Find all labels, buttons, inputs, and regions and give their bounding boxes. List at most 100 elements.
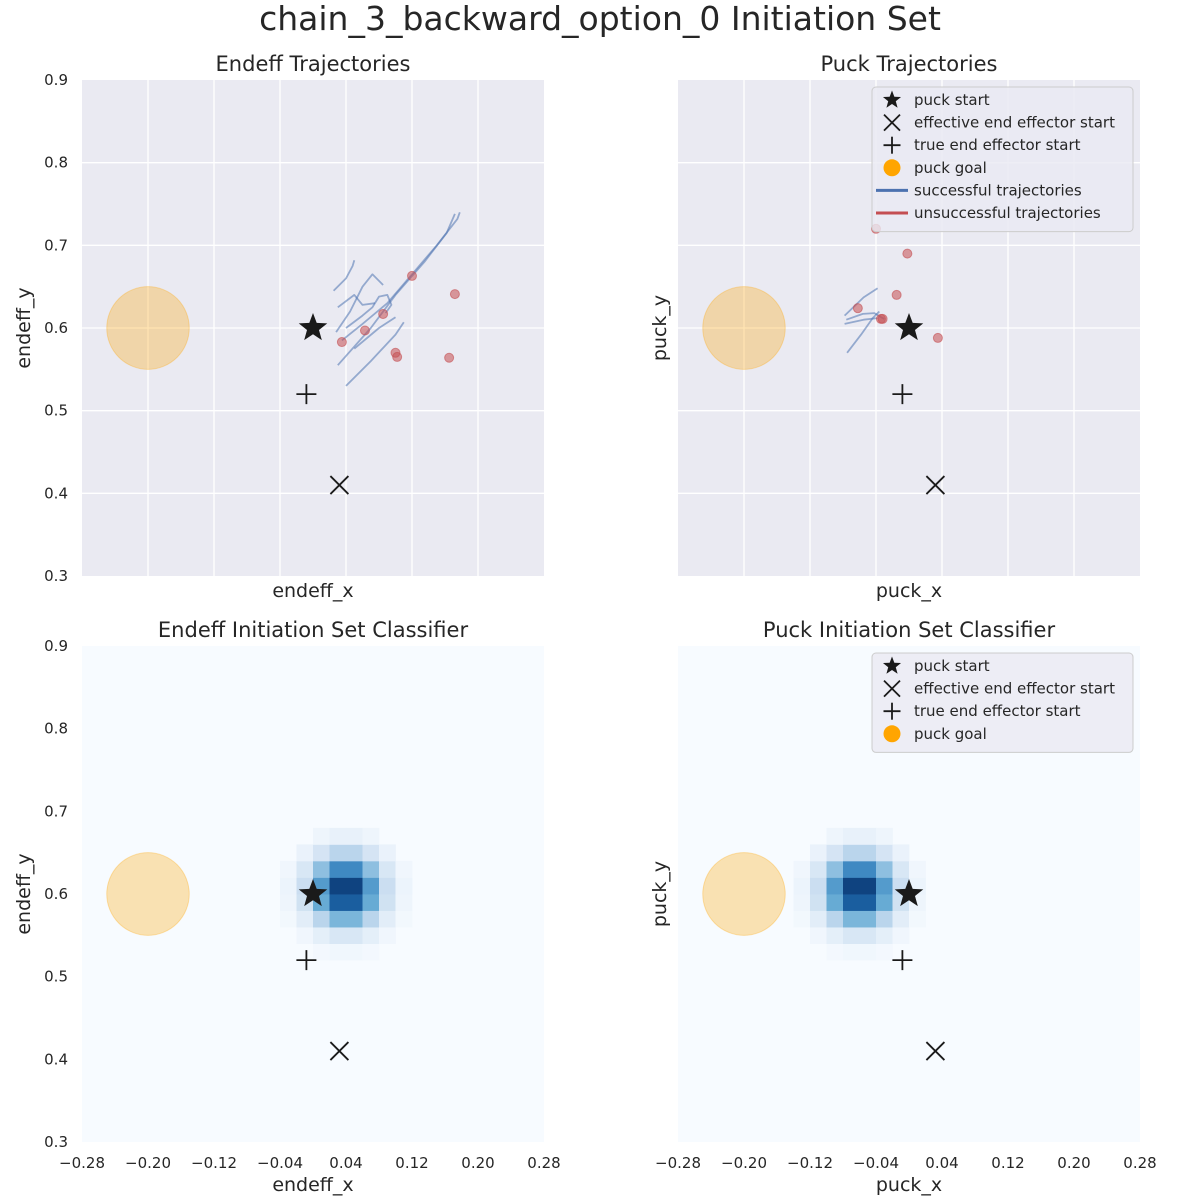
heatmap-cell	[876, 910, 893, 928]
legend-label: successful trajectories	[914, 181, 1082, 199]
heatmap-cell	[843, 844, 860, 862]
heatmap-cell	[280, 877, 297, 895]
heatmap-cell	[859, 910, 877, 928]
x-tick-label: −0.04	[257, 1154, 303, 1172]
x-tick-label: −0.28	[655, 1154, 701, 1172]
heatmap-cell	[379, 877, 396, 895]
heatmap-cell	[379, 894, 396, 911]
heatmap-cell	[362, 927, 380, 944]
x-tick-label: 0.20	[461, 1154, 494, 1172]
failure-point	[902, 248, 913, 259]
heatmap-cell	[346, 860, 363, 878]
true-start-marker	[296, 384, 317, 405]
x-tick-label: −0.20	[125, 1154, 171, 1172]
heatmap-cell	[810, 860, 827, 878]
x-tick-label: 0.04	[329, 1154, 362, 1172]
heatmap-cell	[379, 844, 396, 862]
x-axis-label: puck_x	[876, 580, 942, 602]
heatmap-cell	[280, 894, 297, 911]
heatmap	[793, 827, 926, 961]
heatmap-cell	[346, 827, 363, 845]
heatmap-cell	[346, 844, 363, 862]
heatmap-cell	[329, 894, 347, 911]
legend-frame	[871, 652, 1134, 753]
panel-puck-classifier: −0.28 −0.20 −0.12 −0.04 0.04 0.12 0.20 0.28 Puck…	[649, 618, 1157, 1196]
failure-point	[392, 351, 403, 362]
trajectory-line	[345, 293, 393, 329]
heatmap-cell	[362, 943, 380, 961]
figure-title: chain_3_backward_option_0 Initiation Set	[259, 0, 941, 38]
x-icon-stroke-b	[883, 679, 901, 698]
legend-label: puck goal	[914, 725, 987, 743]
heatmap-cell	[313, 860, 330, 878]
heatmap-cell	[892, 860, 910, 878]
trajectory-line	[337, 293, 376, 309]
y-tick-label: 0.8	[44, 720, 68, 738]
y-axis-label: endeff_y	[13, 853, 35, 934]
y-tick-label: 0.5	[44, 968, 68, 986]
heatmap-cell	[346, 910, 363, 928]
heatmap-cell	[793, 860, 811, 878]
puck-goal-circle	[702, 286, 786, 370]
heatmap-cell	[892, 927, 910, 944]
x-tick-label: 0.28	[527, 1154, 560, 1172]
plot-content	[702, 827, 946, 1061]
heatmap-cell	[313, 827, 330, 845]
heatmap-cell	[362, 877, 380, 895]
heatmap-cell	[395, 894, 413, 911]
legend: puck start effective end effector start tr…	[871, 86, 1134, 233]
y-tick-label: 0.5	[44, 402, 68, 420]
legend-label: puck start	[914, 91, 990, 109]
legend-item-puck-start: puck start	[882, 656, 990, 675]
legend-item-true-start: true end effector start	[883, 702, 1081, 720]
heatmap-cell	[826, 844, 844, 862]
heatmap-cell	[280, 910, 297, 928]
y-tick-label: 0.7	[44, 802, 68, 820]
circle-icon	[883, 725, 901, 743]
heatmap-cell	[346, 927, 363, 944]
failure-point	[359, 325, 370, 336]
heatmap-cell	[859, 827, 877, 845]
y-tick-label: 0.9	[44, 71, 68, 89]
heatmap-cell	[313, 927, 330, 944]
heatmap-cell	[346, 943, 363, 961]
legend-item-eff-start: effective end effector start	[883, 679, 1115, 698]
puck-goal-circle	[702, 852, 786, 936]
heatmap-cell	[296, 910, 314, 928]
puck-start-marker	[894, 313, 924, 341]
failure-point	[378, 308, 389, 319]
failure-point	[932, 332, 943, 343]
heatmap-cell	[892, 910, 910, 928]
x-tick-label: −0.20	[721, 1154, 767, 1172]
legend-frame	[871, 86, 1134, 233]
heatmap-cell	[876, 943, 893, 961]
heatmap-cell	[379, 860, 396, 878]
heatmap-cell	[362, 910, 380, 928]
heatmap-cell	[280, 860, 297, 878]
panel-title: Endeff Initiation Set Classifier	[158, 618, 469, 642]
heatmap-cell	[810, 927, 827, 944]
heatmap-cell	[876, 844, 893, 862]
heatmap-cell	[313, 943, 330, 961]
true-start-marker	[892, 384, 913, 405]
heatmap-cell	[810, 877, 827, 895]
puck-start-marker	[298, 879, 328, 907]
heatmap-cell	[346, 877, 363, 895]
y-tick-label: 0.6	[44, 319, 68, 337]
plot-content	[82, 80, 544, 576]
heatmap-cell	[395, 877, 413, 895]
x-tick-label: −0.04	[853, 1154, 899, 1172]
legend-item-true-start: true end effector start	[883, 136, 1081, 154]
heatmap-cell	[876, 877, 893, 895]
x-tick-label: −0.28	[59, 1154, 105, 1172]
y-tick-label: 0.3	[44, 567, 68, 585]
heatmap-cell	[843, 894, 860, 911]
heatmap-cell	[826, 827, 844, 845]
heatmap-cell	[843, 927, 860, 944]
y-tick-label: 0.4	[44, 484, 68, 502]
heatmap-cell	[793, 877, 811, 895]
effective-start-marker-stroke-b	[925, 1041, 946, 1061]
heatmap-cell	[892, 844, 910, 862]
y-axis-label: endeff_y	[13, 287, 35, 368]
